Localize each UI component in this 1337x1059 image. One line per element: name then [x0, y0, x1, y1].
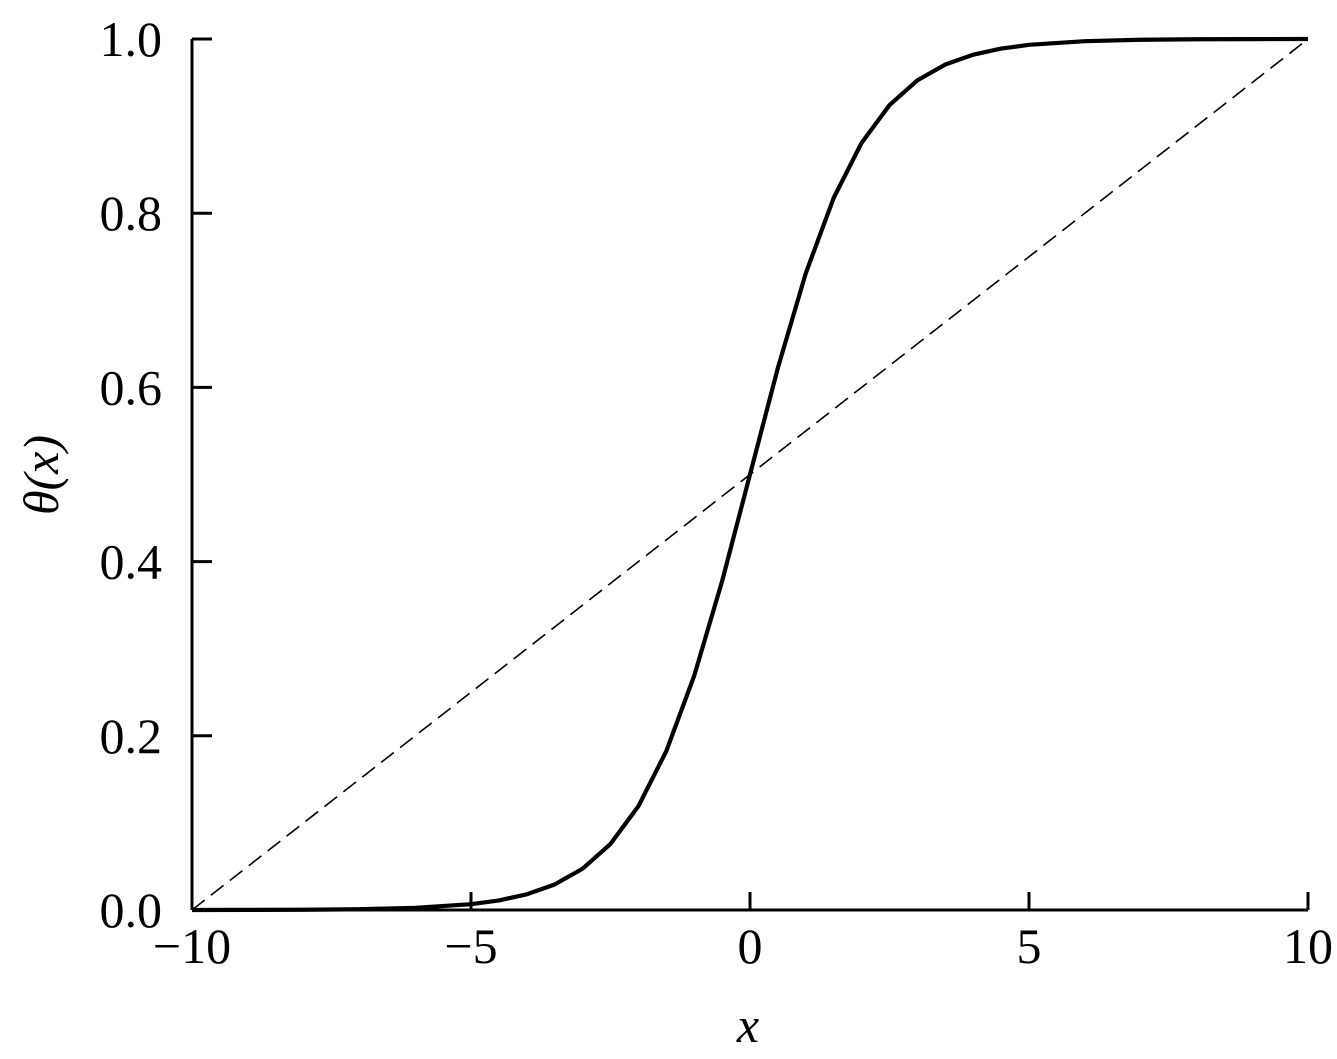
ticks: −10 −5 0 5 10 0.0 0.2 0.4 0.6 0.8 1.0: [100, 11, 1334, 974]
x-tick-label: −5: [444, 918, 497, 974]
y-axis-label: θ(x): [13, 435, 69, 515]
y-tick-label: 0.4: [100, 534, 163, 590]
y-tick-label: 0.6: [100, 359, 163, 415]
y-tick-label: 0.8: [100, 185, 163, 241]
dashed-line-series: [191, 38, 1309, 911]
y-tick-label: 1.0: [100, 11, 163, 67]
series: [191, 36, 1309, 913]
x-tick-label: 10: [1283, 918, 1333, 974]
x-tick-label: −10: [153, 918, 231, 974]
x-tick-label: 0: [738, 918, 763, 974]
x-tick-label: 5: [1017, 918, 1042, 974]
x-axis-label: x: [736, 997, 759, 1053]
y-tick-label: 0.2: [100, 708, 163, 764]
y-tick-label: 0.0: [100, 882, 163, 938]
